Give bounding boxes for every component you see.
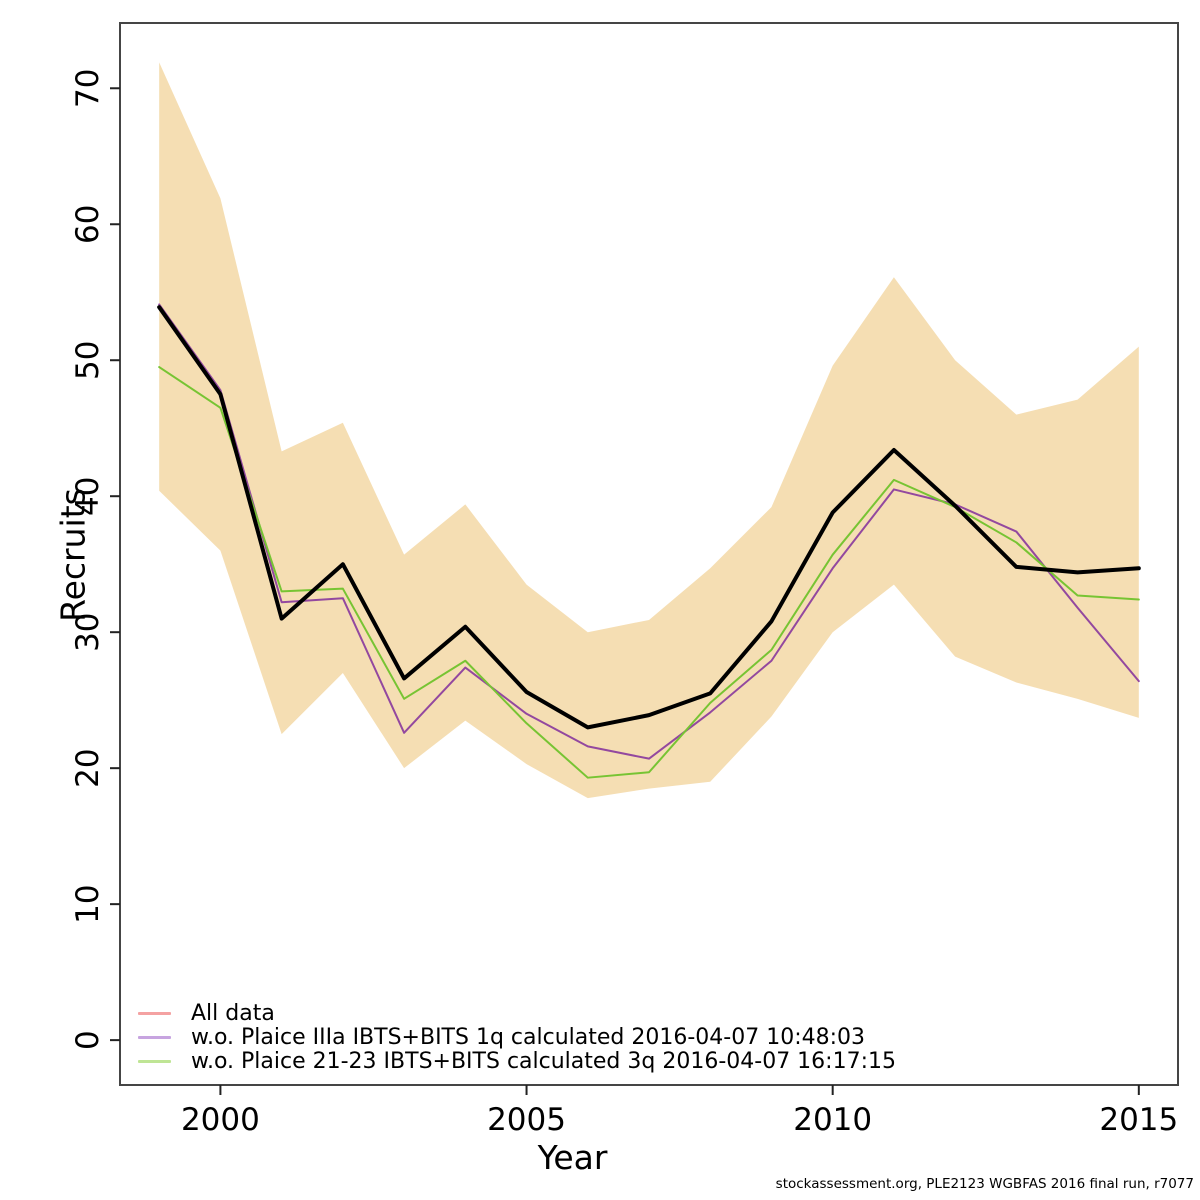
y-tick-label: 30 <box>70 612 106 651</box>
y-tick-label: 60 <box>70 205 106 244</box>
legend-item-wo-plaice-21-23: w.o. Plaice 21-23 IBTS+BITS calculated 3… <box>138 1048 896 1074</box>
y-tick-label: 0 <box>70 1030 106 1050</box>
legend-item-all-data: All data <box>138 1000 896 1026</box>
y-axis-title: Recruits <box>53 488 93 622</box>
legend-item-wo-plaice-iiia: w.o. Plaice IIIa IBTS+BITS 1q calculated… <box>138 1024 896 1050</box>
wo-plaice-iiia-line-swatch <box>138 1035 171 1039</box>
y-tick-label: 20 <box>70 748 106 787</box>
x-tick-label: 2005 <box>487 1102 566 1138</box>
chart-legend: All data w.o. Plaice IIIa IBTS+BITS 1q c… <box>138 1000 896 1074</box>
series-line-wo-plaice-iiia-ibts-bits-1q <box>158 303 1140 760</box>
legend-label-wo-plaice-21-23: w.o. Plaice 21-23 IBTS+BITS calculated 3… <box>191 1048 896 1074</box>
x-tick-label: 2000 <box>181 1102 260 1138</box>
y-tick-label: 50 <box>70 341 106 380</box>
x-tick-label: 2015 <box>1099 1102 1178 1138</box>
plot-frame <box>119 22 1179 1086</box>
series-line-wo-plaice-21-23-ibts-bits-3q <box>158 366 1140 779</box>
y-tick-label: 40 <box>70 476 106 515</box>
legend-label-all-data: All data <box>191 1000 275 1026</box>
series-line-base-run <box>157 305 1141 730</box>
source-attribution: stockassessment.org, PLE2123 WGBFAS 2016… <box>775 1176 1194 1192</box>
x-tick-label: 2010 <box>793 1102 872 1138</box>
wo-plaice-21-23-line-swatch <box>138 1059 171 1063</box>
confidence-band <box>159 62 1139 799</box>
y-tick-label: 70 <box>70 69 106 108</box>
legend-label-wo-plaice-iiia: w.o. Plaice IIIa IBTS+BITS 1q calculated… <box>191 1024 866 1050</box>
all-data-line-swatch <box>138 1011 171 1015</box>
x-axis-title: Year <box>537 1138 608 1177</box>
y-tick-label: 10 <box>70 884 106 923</box>
